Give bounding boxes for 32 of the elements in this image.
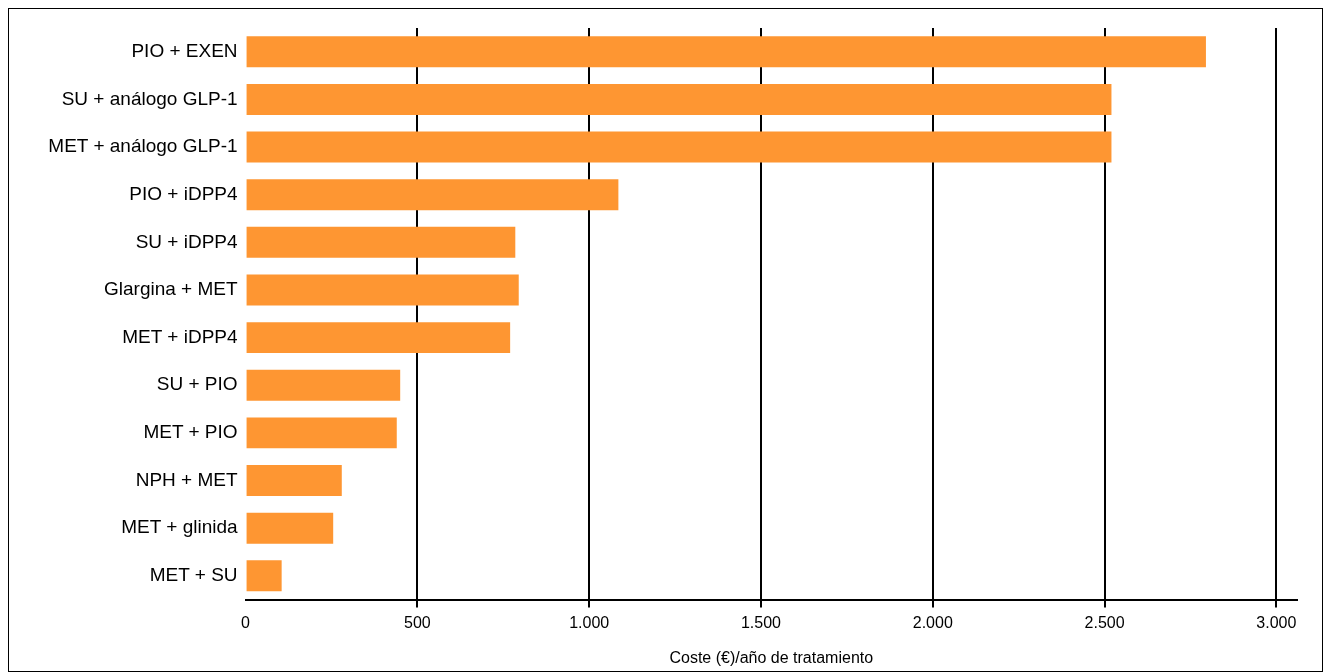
y-tick-label: SU + análogo GLP-1 xyxy=(61,87,238,109)
bar xyxy=(246,226,516,258)
x-axis-title: Coste (€)/año de tratamiento xyxy=(669,648,874,666)
bar xyxy=(246,179,619,211)
x-tick-label: 3.000 xyxy=(1256,613,1297,631)
x-tick-label: 2.500 xyxy=(1084,613,1125,631)
y-tick-label: SU + iDPP4 xyxy=(135,230,238,252)
y-tick-label: MET + glinida xyxy=(121,516,238,538)
bar xyxy=(246,465,342,496)
bar xyxy=(246,83,1112,115)
y-tick-label: Glargina + MET xyxy=(104,278,238,300)
x-tick-label: 1.500 xyxy=(740,613,782,631)
bar xyxy=(246,274,519,306)
bar xyxy=(246,131,1112,163)
x-tick-label: 500 xyxy=(404,613,431,631)
y-tick-label: NPH + MET xyxy=(135,468,238,490)
bar xyxy=(246,512,334,544)
y-tick-label: MET + PIO xyxy=(143,421,238,443)
x-tick-label: 1.000 xyxy=(569,613,610,631)
y-tick-label: PIO + iDPP4 xyxy=(129,182,238,204)
bar xyxy=(246,560,282,592)
y-tick-label: PIO + EXEN xyxy=(131,40,238,62)
bar xyxy=(246,417,397,449)
y-tick-label: MET + SU xyxy=(149,564,238,586)
y-tick-label: SU + PIO xyxy=(156,373,238,395)
x-tick-label: 2.000 xyxy=(912,613,953,631)
y-tick-label: MET + iDPP4 xyxy=(122,325,238,347)
y-tick-label: MET + análogo GLP-1 xyxy=(48,135,238,157)
x-tick-label: 0 xyxy=(241,613,251,631)
bar xyxy=(246,322,511,354)
bar xyxy=(246,369,401,401)
bar xyxy=(246,36,1206,68)
